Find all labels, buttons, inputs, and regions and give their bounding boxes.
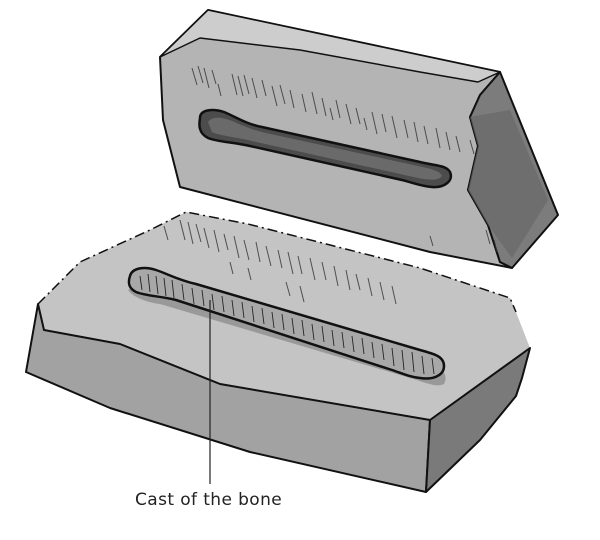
lower-rock-half [25, 211, 531, 493]
bone-cast [127, 266, 446, 380]
lower-rock-hatching [163, 219, 397, 305]
upper-rock-side-shadow [468, 110, 548, 258]
callout: Cast of the bone [135, 300, 282, 510]
lower-rock-front-face [25, 303, 431, 493]
bone-cast-texture [139, 273, 435, 375]
upper-rock-half [159, 9, 559, 269]
callout-label: Cast of the bone [135, 490, 282, 510]
lower-rock-top-edge [37, 211, 517, 313]
upper-rock-hatching [191, 65, 498, 253]
upper-rock-top-face [159, 9, 501, 83]
bone-imprint-shadow [208, 117, 442, 180]
lower-rock-side-face [425, 347, 531, 493]
